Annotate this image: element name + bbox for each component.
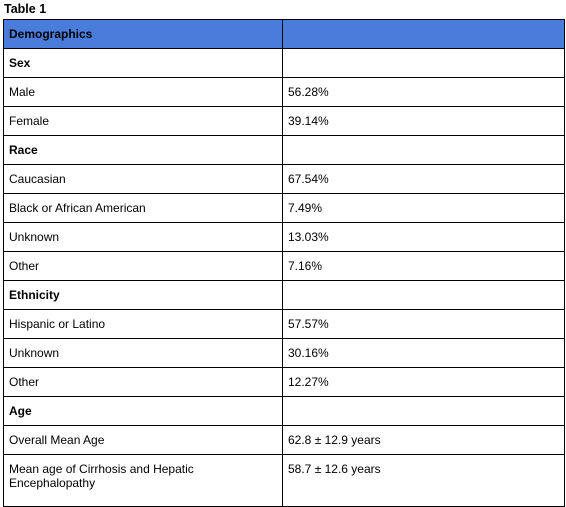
table-row: Other 12.27% <box>3 367 565 397</box>
section-heading-cell: Race <box>3 135 283 165</box>
label-cell: Unknown <box>3 338 283 368</box>
table-row: Female 39.14% <box>3 106 565 136</box>
label-cell: Mean age of Cirrhosis and Hepatic Enceph… <box>3 454 283 507</box>
table-caption: Table 1 <box>4 2 47 16</box>
demographics-table: Demographics Sex Male 56.28% Female 39.14% Ra… <box>3 19 565 507</box>
value-cell <box>282 48 565 78</box>
value-cell: 39.14% <box>282 106 565 136</box>
section-heading-cell: Age <box>3 396 283 426</box>
value-cell: 30.16% <box>282 338 565 368</box>
value-cell: 67.54% <box>282 164 565 194</box>
table-row: Unknown 30.16% <box>3 338 565 368</box>
table-row: Other 7.16% <box>3 251 565 281</box>
header-cell-demographics: Demographics <box>3 19 283 49</box>
value-cell: 7.16% <box>282 251 565 281</box>
table-row: Hispanic or Latino 57.57% <box>3 309 565 339</box>
value-cell <box>282 135 565 165</box>
value-cell: 13.03% <box>282 222 565 252</box>
label-cell: Overall Mean Age <box>3 425 283 455</box>
section-row: Race <box>3 135 565 165</box>
value-cell <box>282 396 565 426</box>
label-cell: Black or African American <box>3 193 283 223</box>
label-cell: Other <box>3 367 283 397</box>
table-body: Demographics Sex Male 56.28% Female 39.14% Ra… <box>3 19 565 507</box>
value-cell: 62.8 ± 12.9 years <box>282 425 565 455</box>
value-cell: 56.28% <box>282 77 565 107</box>
label-cell: Caucasian <box>3 164 283 194</box>
label-cell: Female <box>3 106 283 136</box>
value-cell: 57.57% <box>282 309 565 339</box>
table-row: Caucasian 67.54% <box>3 164 565 194</box>
table-row: Black or African American 7.49% <box>3 193 565 223</box>
value-cell: 12.27% <box>282 367 565 397</box>
value-cell: 58.7 ± 12.6 years <box>282 454 565 507</box>
section-heading-cell: Sex <box>3 48 283 78</box>
value-cell: 7.49% <box>282 193 565 223</box>
section-row: Ethnicity <box>3 280 565 310</box>
table-row: Mean age of Cirrhosis and Hepatic Enceph… <box>3 454 565 507</box>
label-cell: Hispanic or Latino <box>3 309 283 339</box>
section-row: Age <box>3 396 565 426</box>
label-cell: Other <box>3 251 283 281</box>
label-cell: Unknown <box>3 222 283 252</box>
table-row: Unknown 13.03% <box>3 222 565 252</box>
label-cell: Male <box>3 77 283 107</box>
section-heading-cell: Ethnicity <box>3 280 283 310</box>
table-row: Male 56.28% <box>3 77 565 107</box>
table-header-row: Demographics <box>3 19 565 49</box>
header-cell-empty <box>282 19 565 49</box>
section-row: Sex <box>3 48 565 78</box>
value-cell <box>282 280 565 310</box>
table-row: Overall Mean Age 62.8 ± 12.9 years <box>3 425 565 455</box>
